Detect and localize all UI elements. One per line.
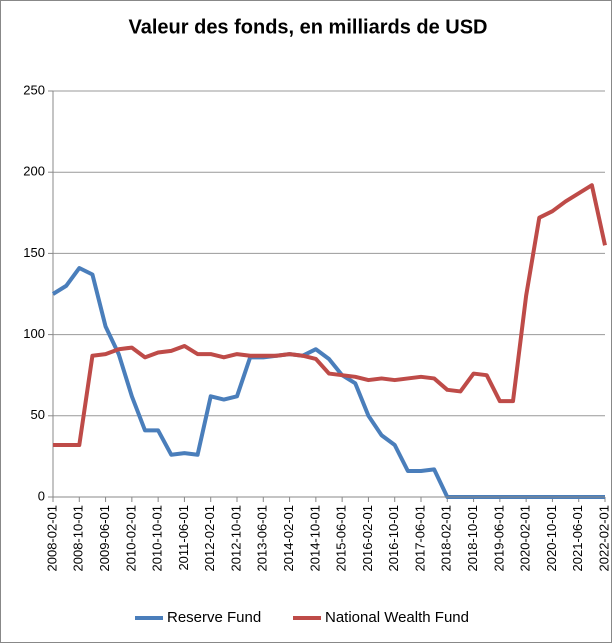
x-tick-label: 2016-02-01 xyxy=(360,505,375,572)
legend-label: Reserve Fund xyxy=(167,609,261,626)
x-tick-label: 2015-06-01 xyxy=(334,505,349,572)
chart-title: Valeur des fonds, en milliards de USD xyxy=(129,16,488,38)
y-tick-label: 0 xyxy=(38,488,45,503)
y-tick-label: 150 xyxy=(23,245,45,260)
x-tick-label: 2016-10-01 xyxy=(386,505,401,572)
x-tick-label: 2012-02-01 xyxy=(202,505,217,572)
x-tick-label: 2017-06-01 xyxy=(412,505,427,572)
x-tick-label: 2008-10-01 xyxy=(71,505,86,572)
y-tick-label: 200 xyxy=(23,164,45,179)
x-tick-label: 2018-02-01 xyxy=(439,505,454,572)
x-tick-label: 2010-10-01 xyxy=(150,505,165,572)
x-tick-label: 2020-10-01 xyxy=(544,505,559,572)
x-tick-label: 2009-06-01 xyxy=(97,505,112,572)
x-tick-label: 2010-02-01 xyxy=(123,505,138,572)
x-tick-label: 2008-02-01 xyxy=(44,505,59,572)
x-tick-label: 2011-06-01 xyxy=(176,505,191,571)
series-line xyxy=(53,183,607,448)
x-tick-label: 2019-06-01 xyxy=(491,505,506,572)
y-tick-label: 250 xyxy=(23,82,45,97)
x-tick-label: 2014-02-01 xyxy=(281,505,296,572)
x-tick-label: 2014-10-01 xyxy=(307,505,322,572)
y-tick-label: 100 xyxy=(23,326,45,341)
x-tick-label: 2018-10-01 xyxy=(465,505,480,572)
x-tick-label: 2022-02-01 xyxy=(596,505,611,572)
legend-label: National Wealth Fund xyxy=(325,609,469,626)
x-tick-label: 2013-06-01 xyxy=(255,505,270,572)
x-tick-label: 2012-10-01 xyxy=(228,505,243,572)
y-tick-label: 50 xyxy=(31,407,45,422)
x-tick-label: 2020-02-01 xyxy=(518,505,533,572)
x-tick-label: 2021-06-01 xyxy=(570,505,585,572)
